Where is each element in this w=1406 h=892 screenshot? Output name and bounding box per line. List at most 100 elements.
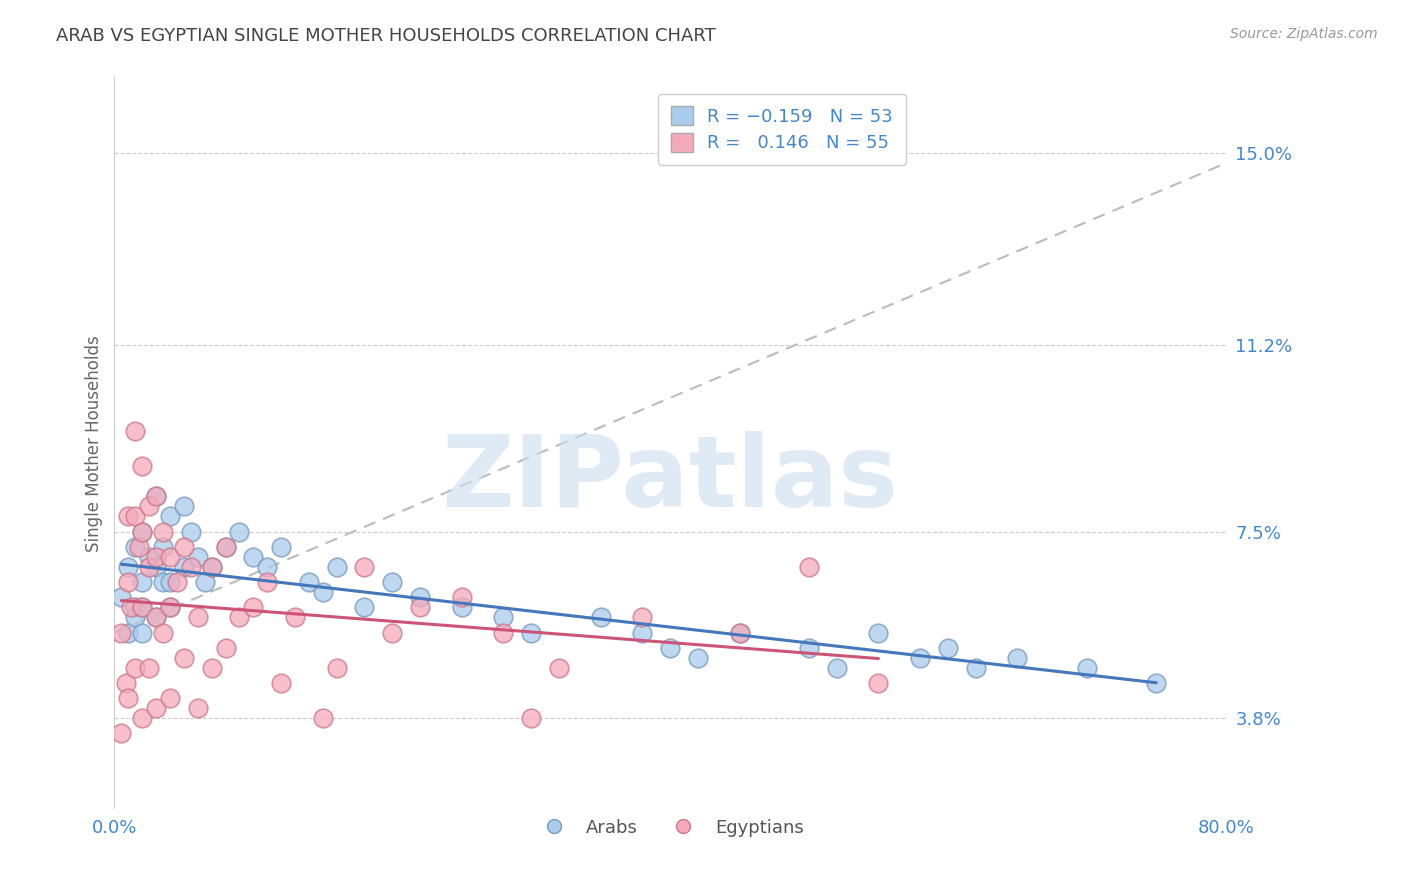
Point	[131, 625, 153, 640]
Point	[173, 650, 195, 665]
Point	[492, 610, 515, 624]
Point	[145, 701, 167, 715]
Point	[325, 560, 347, 574]
Point	[152, 625, 174, 640]
Point	[159, 575, 181, 590]
Point	[312, 711, 335, 725]
Point	[194, 575, 217, 590]
Point	[159, 509, 181, 524]
Text: Source: ZipAtlas.com: Source: ZipAtlas.com	[1230, 27, 1378, 41]
Point	[124, 610, 146, 624]
Point	[187, 610, 209, 624]
Point	[589, 610, 612, 624]
Point	[131, 600, 153, 615]
Point	[214, 640, 236, 655]
Point	[173, 500, 195, 514]
Point	[138, 661, 160, 675]
Point	[325, 661, 347, 675]
Point	[124, 661, 146, 675]
Point	[797, 640, 820, 655]
Point	[548, 661, 571, 675]
Point	[201, 661, 224, 675]
Point	[728, 625, 751, 640]
Point	[131, 524, 153, 539]
Point	[159, 600, 181, 615]
Point	[159, 691, 181, 706]
Point	[110, 591, 132, 605]
Point	[381, 625, 404, 640]
Point	[120, 600, 142, 615]
Point	[659, 640, 682, 655]
Point	[242, 600, 264, 615]
Point	[145, 489, 167, 503]
Point	[450, 591, 472, 605]
Point	[145, 610, 167, 624]
Point	[201, 560, 224, 574]
Point	[159, 600, 181, 615]
Point	[868, 625, 890, 640]
Text: ZIPatlas: ZIPatlas	[441, 432, 898, 528]
Point	[152, 575, 174, 590]
Point	[409, 600, 432, 615]
Point	[124, 509, 146, 524]
Point	[166, 575, 188, 590]
Point	[520, 711, 543, 725]
Point	[114, 676, 136, 690]
Point	[868, 676, 890, 690]
Point	[1144, 676, 1167, 690]
Point	[825, 661, 848, 675]
Point	[797, 560, 820, 574]
Point	[353, 600, 375, 615]
Point	[1076, 661, 1098, 675]
Point	[131, 524, 153, 539]
Point	[117, 575, 139, 590]
Point	[936, 640, 959, 655]
Point	[242, 549, 264, 564]
Point	[145, 560, 167, 574]
Point	[173, 540, 195, 554]
Point	[409, 591, 432, 605]
Point	[180, 524, 202, 539]
Point	[152, 540, 174, 554]
Point	[631, 625, 654, 640]
Point	[270, 676, 292, 690]
Point	[298, 575, 321, 590]
Point	[124, 540, 146, 554]
Point	[187, 701, 209, 715]
Point	[284, 610, 307, 624]
Point	[124, 424, 146, 438]
Text: ARAB VS EGYPTIAN SINGLE MOTHER HOUSEHOLDS CORRELATION CHART: ARAB VS EGYPTIAN SINGLE MOTHER HOUSEHOLD…	[56, 27, 716, 45]
Point	[492, 625, 515, 640]
Point	[117, 625, 139, 640]
Point	[152, 524, 174, 539]
Point	[187, 549, 209, 564]
Point	[180, 560, 202, 574]
Point	[228, 610, 250, 624]
Point	[117, 560, 139, 574]
Point	[520, 625, 543, 640]
Point	[117, 509, 139, 524]
Point	[131, 711, 153, 725]
Point	[159, 549, 181, 564]
Point	[686, 650, 709, 665]
Point	[381, 575, 404, 590]
Point	[131, 575, 153, 590]
Point	[110, 625, 132, 640]
Point	[131, 458, 153, 473]
Point	[214, 540, 236, 554]
Point	[450, 600, 472, 615]
Point	[138, 549, 160, 564]
Point	[128, 540, 150, 554]
Point	[173, 560, 195, 574]
Point	[138, 560, 160, 574]
Point	[145, 549, 167, 564]
Legend: Arabs, Egyptians: Arabs, Egyptians	[529, 812, 811, 844]
Point	[353, 560, 375, 574]
Point	[312, 585, 335, 599]
Point	[201, 560, 224, 574]
Point	[270, 540, 292, 554]
Point	[631, 610, 654, 624]
Point	[214, 540, 236, 554]
Point	[110, 726, 132, 740]
Point	[124, 600, 146, 615]
